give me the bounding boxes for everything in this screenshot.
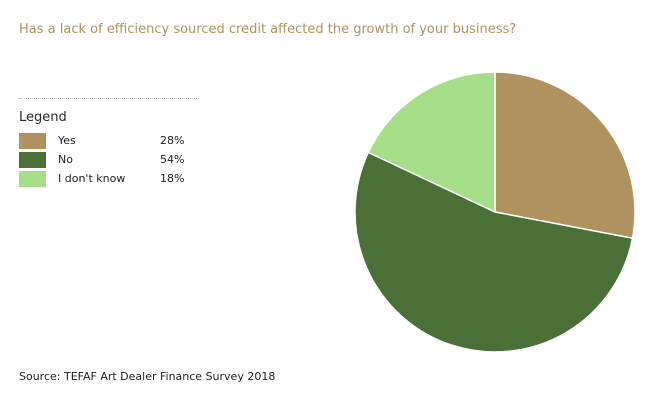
legend-swatch-dont-know bbox=[19, 171, 46, 187]
legend-label-yes: Yes bbox=[58, 134, 76, 147]
legend-value-no: 54% bbox=[160, 153, 185, 166]
pie-slice-no bbox=[354, 151, 634, 353]
legend-title: Legend bbox=[19, 110, 67, 125]
pie-slice-yes bbox=[494, 71, 636, 239]
legend-value-dont-know: 18% bbox=[160, 172, 185, 185]
pie-slice-i-don-t-know bbox=[367, 71, 496, 213]
chart-title: Has a lack of efficiency sourced credit … bbox=[19, 22, 517, 37]
legend-label-no: No bbox=[58, 153, 73, 166]
legend: Legend Yes 28% No 54% I don't know 18% bbox=[19, 98, 199, 189]
source-note: Source: TEFAF Art Dealer Finance Survey … bbox=[19, 370, 276, 383]
legend-item-yes: Yes 28% bbox=[19, 132, 199, 150]
legend-item-dont-know: I don't know 18% bbox=[19, 170, 199, 188]
legend-value-yes: 28% bbox=[160, 134, 185, 147]
legend-swatch-no bbox=[19, 152, 46, 168]
legend-item-no: No 54% bbox=[19, 151, 199, 169]
legend-swatch-yes bbox=[19, 133, 46, 149]
legend-divider bbox=[19, 98, 197, 99]
legend-label-dont-know: I don't know bbox=[58, 172, 126, 185]
